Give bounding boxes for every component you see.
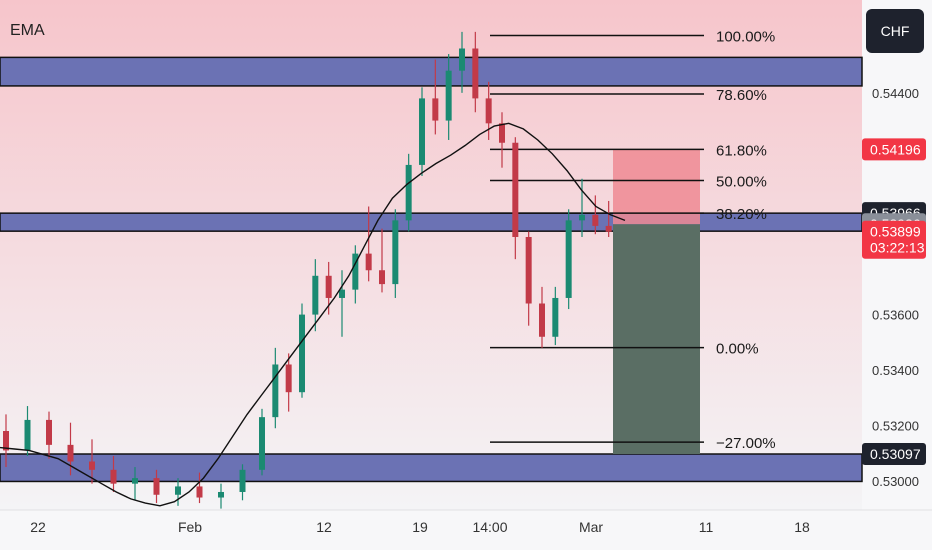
time-axis[interactable]: 22 Feb 12 19 14:00 Mar 11 18 <box>30 519 810 535</box>
price-badges: 0.541960.539660.539260.5389903:22:130.53… <box>862 138 926 466</box>
candle-body <box>299 314 305 393</box>
candle-body <box>392 220 399 285</box>
candle-body <box>499 123 505 143</box>
take-profit-zone <box>613 224 700 455</box>
price-badge-label: 0.54196 <box>870 141 921 157</box>
candle-body <box>153 478 160 495</box>
time-tick-label: 22 <box>30 519 46 535</box>
ema-line <box>0 122 626 507</box>
price-badge <box>862 138 926 161</box>
countdown-label: 03:22:13 <box>870 240 925 256</box>
candle-body <box>67 444 74 462</box>
candle-body <box>259 417 265 470</box>
candle-body <box>132 478 138 484</box>
price-tick-label: 0.53600 <box>872 308 919 323</box>
candle-body <box>365 253 372 271</box>
price-badge-label: 0.53899 <box>870 224 921 240</box>
time-tick-label: 19 <box>412 519 428 535</box>
candle-body <box>312 275 319 315</box>
time-tick-label: 18 <box>794 519 810 535</box>
candle-body <box>175 486 181 495</box>
price-badge <box>862 220 926 259</box>
price-tick-label: 0.53000 <box>872 474 919 489</box>
candle-body <box>592 214 599 226</box>
ema-series <box>0 122 626 507</box>
candle-body <box>24 419 31 451</box>
fib-level-label-3: 50.00% <box>716 173 767 190</box>
zone-2 <box>0 453 863 483</box>
time-tick-label: 11 <box>699 519 714 535</box>
candle-body <box>272 364 279 418</box>
candle-body <box>239 469 246 492</box>
price-axis[interactable]: 0.54400 0.53600 0.53400 0.53200 0.53000 <box>872 86 919 489</box>
candle-body <box>579 214 585 221</box>
candle-body <box>459 48 465 71</box>
candle-body <box>3 431 9 451</box>
candle-body <box>325 275 332 298</box>
fib-level-label-1: 78.60% <box>716 87 767 104</box>
short-position-tool[interactable] <box>613 149 700 455</box>
candle-body <box>196 486 203 498</box>
fib-level-label-4: 38.20% <box>716 206 767 223</box>
stop-loss-zone <box>613 149 700 225</box>
candle-body <box>218 491 224 498</box>
candle-body <box>89 461 95 470</box>
time-tick-label: Mar <box>579 519 603 535</box>
candle-body <box>432 98 439 121</box>
price-tick-label: 0.53200 <box>872 418 919 433</box>
fib-level-label-6: −27.00% <box>716 435 776 452</box>
price-badge <box>862 443 926 466</box>
time-tick-label: Feb <box>178 519 202 535</box>
candle-body <box>565 220 572 298</box>
price-badge-label: 0.53097 <box>870 446 921 462</box>
fib-level-label-5: 0.00% <box>716 341 759 358</box>
candle-body <box>405 164 412 221</box>
time-tick-label: 14:00 <box>472 519 507 535</box>
candle-body <box>552 297 559 337</box>
fibonacci-retracement[interactable]: 100.00% 78.60% 61.80% 50.00% 38.20% 0.00% −27.… <box>490 28 776 452</box>
candle-body <box>379 270 385 285</box>
candle-body <box>46 419 52 445</box>
candle-body <box>419 98 425 165</box>
currency-badge[interactable]: CHF <box>866 9 924 53</box>
candle-body <box>285 364 292 393</box>
price-tick-label: 0.53400 <box>872 363 919 378</box>
candle-body <box>605 225 612 232</box>
candle-body <box>539 303 545 337</box>
time-tick-label: 12 <box>316 519 332 535</box>
candlestick-series <box>3 31 612 509</box>
candle-body <box>485 98 492 124</box>
time-axis-background <box>0 510 932 550</box>
candle-body <box>352 253 359 290</box>
zone-0 <box>0 56 863 87</box>
candle-body <box>525 236 532 304</box>
indicator-label[interactable]: EMA <box>10 22 45 39</box>
fib-level-label-0: 100.00% <box>716 28 775 45</box>
price-tick-label: 0.54400 <box>872 86 919 101</box>
candle-body <box>339 289 345 298</box>
candle-body <box>445 70 452 121</box>
candle-body <box>512 142 519 237</box>
candle-body <box>110 469 117 484</box>
fib-level-label-2: 61.80% <box>716 142 767 159</box>
candle-body <box>472 48 479 99</box>
